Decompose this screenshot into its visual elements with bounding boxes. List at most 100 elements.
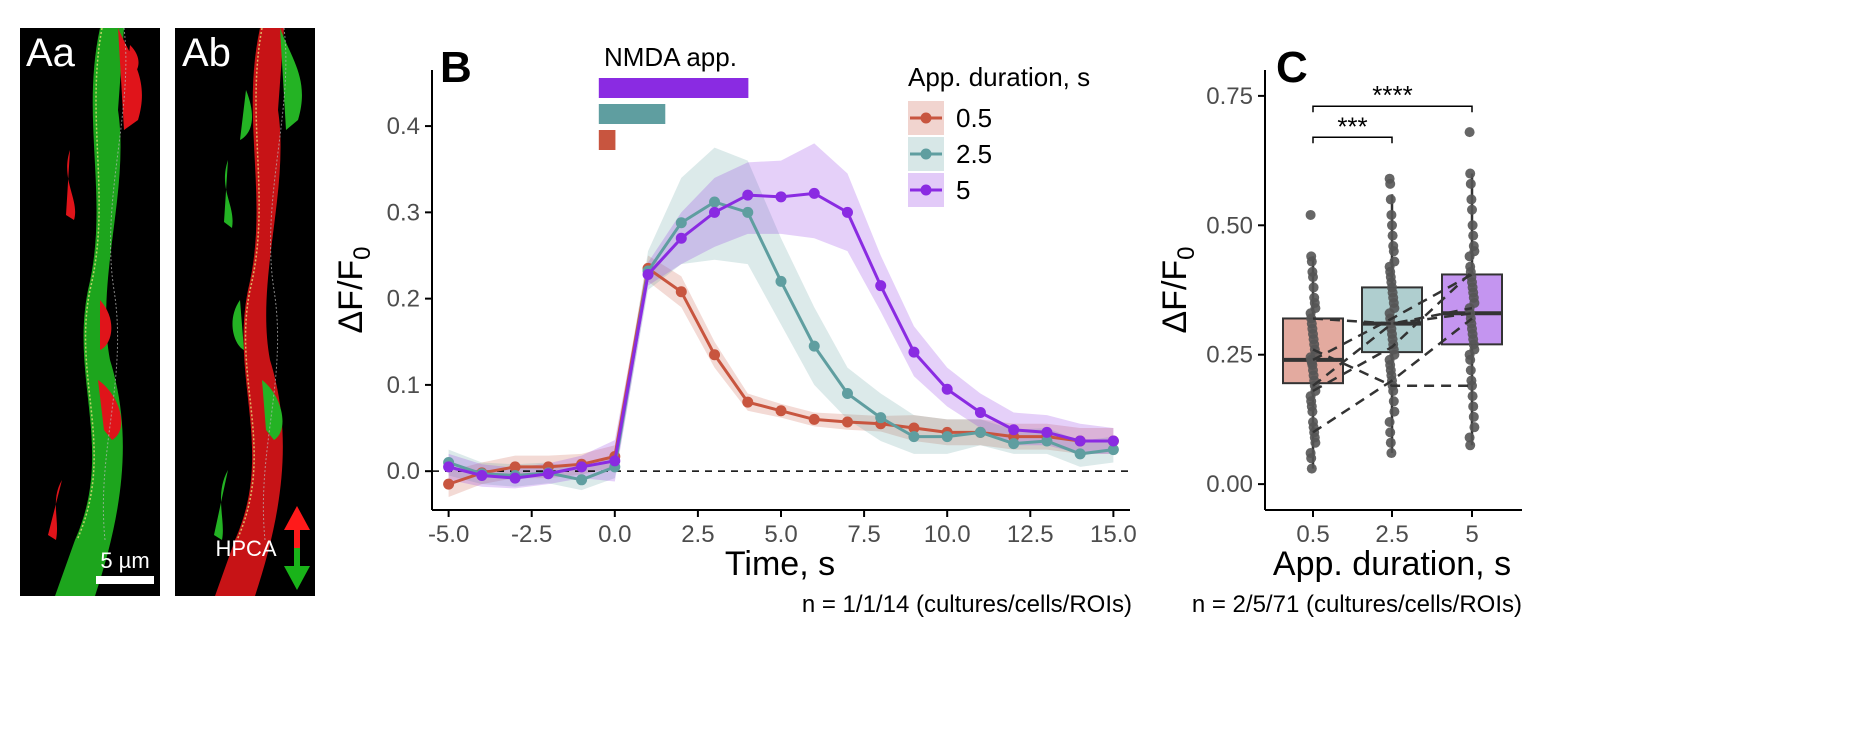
data-point-0-5: [841, 416, 853, 428]
point-5: [1465, 440, 1476, 451]
data-point-2-5: [709, 196, 721, 208]
data-point-2-5: [974, 426, 986, 438]
b-x-axis-title: Time, s: [725, 545, 835, 583]
c-x-axis-title: App. duration, s: [1273, 545, 1511, 583]
data-point-2-5: [1107, 444, 1119, 456]
data-point-5: [542, 468, 554, 480]
paired-line: [1312, 348, 1472, 388]
paired-line: [1312, 270, 1473, 393]
point-2-5: [1387, 230, 1398, 241]
significance-label: ****: [1372, 80, 1412, 110]
b-y-tick-label: 0.0: [387, 458, 420, 485]
b-y-tick-label: 0.3: [387, 199, 420, 226]
point-0-5: [1306, 463, 1317, 474]
data-point-2-5: [675, 217, 687, 229]
point-0-5: [1306, 453, 1317, 464]
b-footnote: n = 1/1/14 (cultures/cells/ROIs): [802, 591, 1132, 618]
point-2-5: [1386, 448, 1397, 459]
point-5: [1468, 401, 1479, 412]
data-point-5: [476, 469, 488, 481]
data-point-0-5: [775, 405, 787, 417]
c-y-tick-label: 0.75: [1206, 83, 1253, 110]
data-point-5: [709, 206, 721, 218]
point-5: [1467, 391, 1478, 402]
point-5: [1464, 127, 1475, 138]
data-point-5: [742, 189, 754, 201]
scale-bar-label: 5 µm: [100, 548, 149, 573]
b-x-tick-label: 2.5: [681, 521, 714, 548]
data-point-5: [443, 461, 455, 473]
b-x-tick-label: 12.5: [1007, 521, 1054, 548]
data-point-5: [974, 407, 986, 419]
b-x-tick-label: 15.0: [1090, 521, 1137, 548]
data-point-5: [908, 346, 920, 358]
data-point-5: [775, 191, 787, 203]
data-point-0-5: [808, 413, 820, 425]
b-x-tick-label: 5.0: [764, 521, 797, 548]
data-point-2-5: [941, 431, 953, 443]
b-x-tick-label: 7.5: [847, 521, 880, 548]
data-point-2-5: [908, 431, 920, 443]
significance-bracket: [1312, 136, 1393, 144]
point-0-5: [1308, 282, 1319, 293]
panel-label-aa: Aa: [26, 31, 76, 75]
panel-label-b: B: [440, 43, 472, 92]
b-y-axis-title: ΔF/F0: [332, 246, 376, 333]
data-point-5: [1074, 435, 1086, 447]
data-point-5: [675, 232, 687, 244]
hpca-label: HPCA: [215, 536, 276, 561]
data-point-0-5: [742, 396, 754, 408]
data-point-5: [875, 280, 887, 292]
point-5: [1466, 194, 1477, 205]
point-0-5: [1306, 256, 1317, 267]
point-0-5: [1307, 406, 1318, 417]
point-5: [1464, 251, 1475, 262]
point-0-5: [1310, 437, 1321, 448]
data-point-5: [642, 268, 654, 280]
data-point-5: [808, 187, 820, 199]
c-x-tick-label: 5: [1465, 521, 1478, 548]
legend-marker-2-5: [920, 148, 932, 160]
point-2-5: [1385, 437, 1396, 448]
c-y-axis-title: ΔF/F0: [1156, 246, 1200, 333]
legend-title: App. duration, s: [908, 62, 1090, 92]
arrow-up-icon: [284, 506, 310, 548]
point-5: [1465, 354, 1476, 365]
point-2-5: [1385, 427, 1396, 438]
application-bar-0-5: [598, 130, 616, 150]
legend-label-2-5: 2.5: [956, 139, 992, 169]
point-2-5: [1385, 194, 1396, 205]
c-y-tick-label: 0.00: [1206, 471, 1253, 498]
c-x-tick-label: 0.5: [1296, 521, 1329, 548]
point-2-5: [1384, 417, 1395, 427]
arrow-down-icon: [284, 548, 310, 590]
point-0-5: [1308, 272, 1318, 283]
c-y-tick-label: 0.50: [1206, 212, 1253, 239]
data-point-2-5: [742, 206, 754, 218]
panel-label-ab: Ab: [182, 31, 231, 75]
data-point-5: [1008, 424, 1020, 436]
application-label: NMDA app.: [604, 42, 737, 72]
data-point-2-5: [875, 412, 887, 424]
point-5: [1465, 168, 1476, 179]
paired-line: [1312, 317, 1473, 434]
b-y-tick-label: 0.1: [387, 372, 420, 399]
data-point-5: [576, 461, 588, 473]
point-5: [1468, 411, 1479, 422]
paired-line: [1312, 273, 1473, 361]
b-x-tick-label: 0.0: [598, 521, 631, 548]
data-point-0-5: [675, 286, 687, 298]
significance-label: ***: [1337, 111, 1367, 141]
point-2-5: [1388, 396, 1399, 407]
point-5: [1465, 178, 1476, 189]
legend-marker-0-5: [920, 112, 932, 124]
point-5: [1468, 230, 1479, 241]
point-5: [1469, 422, 1480, 433]
data-point-0-5: [509, 461, 521, 473]
data-point-2-5: [841, 388, 853, 400]
data-point-5: [1041, 426, 1053, 438]
data-point-5: [609, 455, 621, 467]
c-x-tick-label: 2.5: [1375, 521, 1408, 548]
point-5: [1465, 365, 1476, 376]
